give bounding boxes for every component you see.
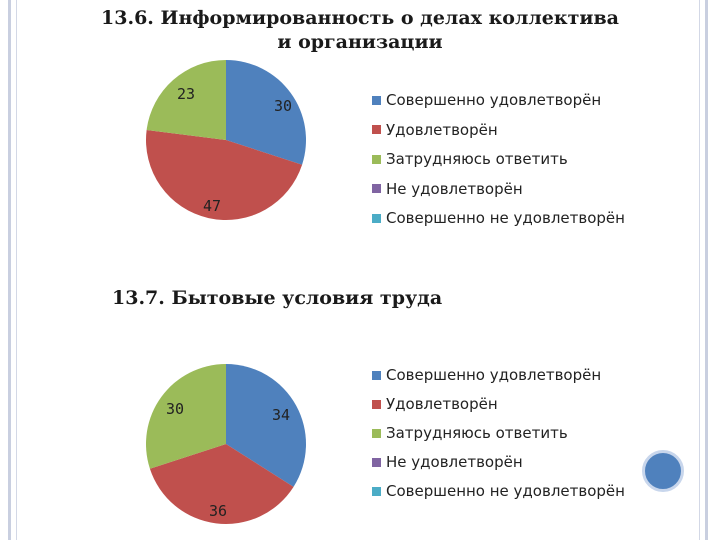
chart2-legend-label: Совершенно удовлетворён	[386, 366, 602, 384]
chart2-legend-label: Затрудняюсь ответить	[386, 424, 568, 442]
chart1-data-label-0: 30	[274, 97, 292, 115]
chart2-legend-swatch	[372, 457, 381, 467]
chart2-legend-swatch	[372, 486, 381, 496]
chart1-legend-label: Совершенно удовлетворён	[386, 91, 602, 109]
chart2-legend-item: Не удовлетворён	[372, 453, 523, 471]
chart2-legend-item: Затрудняюсь ответить	[372, 424, 568, 442]
chart2-slice-1	[149, 444, 294, 524]
chart1-legend-swatch	[372, 95, 381, 105]
chart2-legend-label: Совершенно не удовлетворён	[386, 482, 625, 500]
chart1-legend-label: Удовлетворён	[386, 120, 498, 139]
chart2-legend-label: Не удовлетворён	[386, 453, 523, 471]
chart1-data-label-1: 47	[203, 197, 221, 215]
chart2-legend-item: Совершенно не удовлетворён	[372, 482, 625, 500]
chart2-slice-0	[226, 364, 306, 487]
chart2-legend-label: Удовлетворён	[386, 395, 498, 413]
circle-button[interactable]	[642, 450, 684, 492]
chart1-legend-label: Совершенно не удовлетворён	[386, 209, 625, 227]
chart1-legend-item: Совершенно удовлетворён	[372, 91, 601, 109]
chart1-legend-label: Затрудняюсь ответить	[386, 150, 568, 168]
chart1-legend-swatch	[372, 154, 381, 164]
chart1-slice-2	[146, 60, 226, 140]
chart1-legend-swatch	[372, 125, 381, 134]
chart2-data-label-0: 34	[272, 406, 290, 424]
chart1-title: 13.6. Информированность о делах коллекти…	[101, 7, 619, 53]
chart2-data-label-2: 30	[166, 400, 184, 418]
chart2-legend-item: Удовлетворён	[372, 395, 498, 413]
chart1-slice-0	[226, 60, 306, 165]
chart1-legend-item: Совершенно не удовлетворён	[372, 209, 625, 227]
slide-frame-outer	[8, 0, 708, 540]
chart1-legend-swatch	[372, 213, 381, 223]
chart1-legend-item: Затрудняюсь ответить	[372, 150, 568, 168]
chart1-legend-swatch	[372, 184, 381, 193]
chart2-legend-item: Совершенно удовлетворён	[372, 366, 601, 384]
chart2-slice-2	[146, 364, 226, 469]
chart2-title: 13.7. Бытовые условия труда	[112, 287, 443, 309]
chart1-legend-item: Удовлетворён	[372, 121, 498, 139]
chart1-slice-1	[146, 129, 303, 221]
chart2-legend-swatch	[372, 428, 381, 438]
chart2-legend-swatch	[372, 370, 381, 380]
chart1-legend-item: Не удовлетворён	[372, 180, 523, 198]
chart1-legend-label: Не удовлетворён	[386, 179, 523, 198]
chart2-legend-swatch	[372, 399, 381, 409]
slide-frame-inner	[16, 0, 700, 540]
chart1-data-label-2: 23	[177, 85, 195, 103]
chart2-data-label-1: 36	[209, 502, 227, 520]
